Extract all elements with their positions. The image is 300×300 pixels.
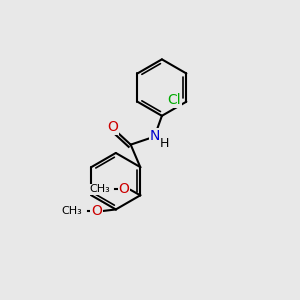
Text: O: O bbox=[91, 204, 102, 218]
Text: O: O bbox=[107, 120, 118, 134]
Text: CH₃: CH₃ bbox=[89, 184, 110, 194]
Text: N: N bbox=[150, 129, 160, 143]
Text: Cl: Cl bbox=[167, 93, 181, 107]
Text: O: O bbox=[118, 182, 129, 197]
Text: H: H bbox=[160, 137, 169, 150]
Text: CH₃: CH₃ bbox=[62, 206, 82, 216]
